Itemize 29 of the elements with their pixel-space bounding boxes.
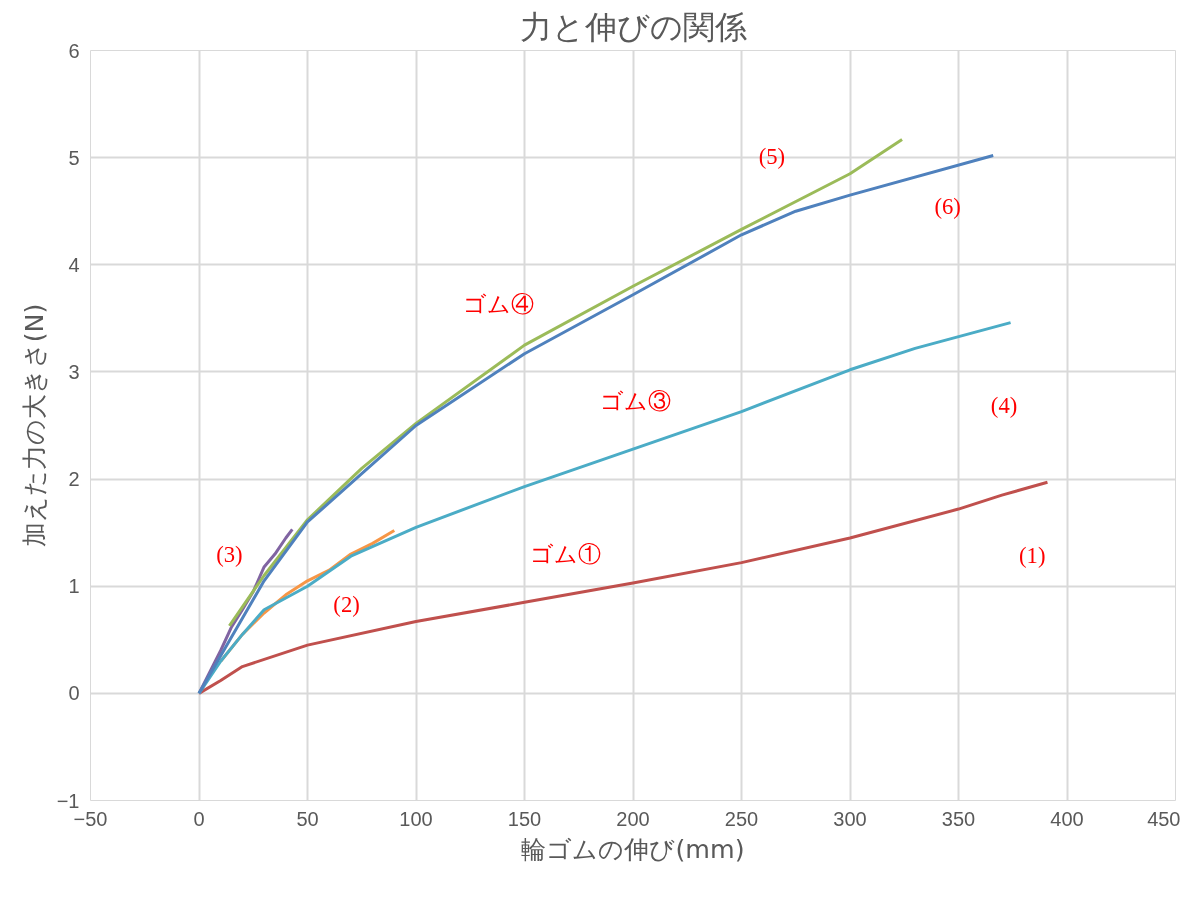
x-tick-label: 50 — [296, 807, 319, 830]
annotation: (2) — [333, 591, 360, 617]
y-axis-title: 加えた力の大きさ(N) — [18, 303, 49, 548]
x-tick-label: 350 — [941, 807, 976, 830]
annotation: (3) — [216, 541, 243, 567]
annotation: (6) — [934, 194, 961, 220]
y-tick-label: 3 — [68, 360, 80, 383]
x-axis-title: 輪ゴムの伸び(mm) — [521, 833, 745, 864]
x-tick-label: 0 — [193, 807, 205, 830]
y-tick-label: 5 — [68, 146, 80, 169]
x-tick-label: 250 — [724, 807, 759, 830]
y-tick-label: 4 — [68, 253, 80, 276]
annotation: ゴム③ — [599, 389, 671, 415]
annotation: (5) — [758, 144, 786, 170]
y-tick-label: 1 — [68, 575, 80, 598]
annotation: (4) — [990, 392, 1018, 418]
x-tick-label: 150 — [507, 807, 542, 830]
y-tick-label: 0 — [68, 682, 80, 705]
x-tick-label: 100 — [399, 807, 433, 830]
x-tick-label: 300 — [833, 807, 867, 830]
x-tick-label: 200 — [616, 807, 650, 830]
y-tick-label: 6 — [68, 39, 80, 62]
annotation: ゴム① — [530, 541, 602, 567]
x-tick-label: 400 — [1050, 807, 1084, 830]
annotation: ゴム④ — [462, 291, 534, 317]
chart-title: 力と伸びの関係 — [519, 7, 747, 46]
annotation: (1) — [1019, 542, 1046, 568]
y-tick-label: 2 — [68, 468, 80, 491]
x-tick-label: 450 — [1147, 807, 1181, 830]
